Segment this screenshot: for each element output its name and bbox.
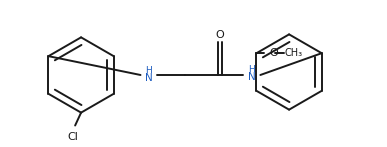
Text: N: N [145, 73, 152, 83]
Text: Cl: Cl [68, 132, 79, 142]
Text: H: H [145, 66, 152, 75]
Text: O: O [216, 30, 224, 40]
Text: CH₃: CH₃ [284, 48, 302, 58]
Text: H: H [248, 65, 255, 74]
Text: N: N [248, 72, 255, 82]
Text: O: O [269, 48, 278, 58]
